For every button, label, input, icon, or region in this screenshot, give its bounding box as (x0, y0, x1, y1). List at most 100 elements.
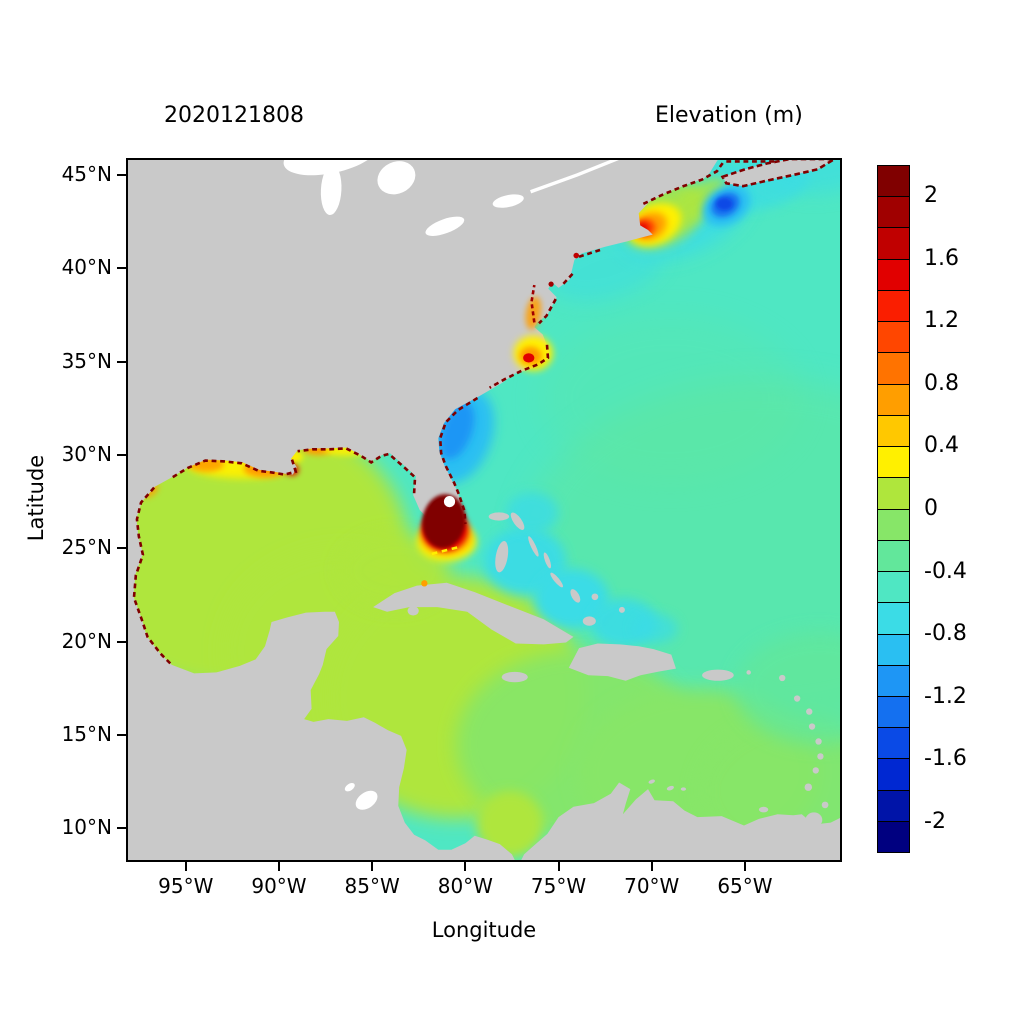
hispaniola-land (568, 643, 676, 681)
map-canvas (128, 160, 840, 860)
cape-cod-plume-band (666, 177, 727, 225)
y-axis-tick (117, 453, 126, 456)
map-plot-area (126, 158, 842, 862)
x-axis-tick (184, 862, 187, 871)
lakes (283, 160, 619, 810)
colorbar-tick-label: 1.6 (924, 245, 959, 271)
x-axis-tick (557, 862, 560, 871)
lesser-antilles-islands (648, 670, 829, 828)
bahamas-islands (488, 512, 625, 626)
colorbar-tick-label: 0.4 (924, 433, 959, 459)
colorbar-segment (877, 414, 910, 448)
lake-huron (377, 161, 416, 195)
y-tick-label: 10°N (61, 815, 112, 840)
colorbar-segment (877, 477, 910, 510)
puerto-rico-land (702, 669, 734, 681)
y-axis-tick (117, 547, 126, 550)
x-axis-tick (371, 862, 374, 871)
uraba-green (476, 790, 544, 859)
ne-caribbean-transition (735, 632, 840, 745)
x-axis-tick (277, 862, 280, 871)
lake-managua (344, 782, 355, 792)
cuba-land (373, 582, 574, 645)
colorbar-segment (877, 664, 910, 697)
colorbar-tick-label: -1.2 (924, 683, 967, 709)
st-lawrence-river (530, 160, 619, 194)
y-tick-label: 40°N (61, 255, 112, 280)
y-tick-label: 15°N (61, 721, 112, 746)
colorbar-tick-label: 0.8 (924, 370, 959, 396)
lake-michigan (320, 164, 342, 216)
colorbar-segment (877, 258, 910, 291)
x-tick-label: 85°W (344, 874, 400, 898)
hispaniola-north-cyan (633, 613, 678, 644)
y-axis-tick (117, 173, 126, 176)
x-axis-tick (650, 862, 653, 871)
coastal-red-fringe (132, 160, 775, 667)
y-axis-tick (117, 733, 126, 736)
lake-ontario (492, 194, 524, 208)
colorbar-segment (877, 602, 910, 635)
colorbar-segment (877, 727, 910, 760)
colorbar-segment (877, 758, 910, 791)
south-florida-hot-blob (416, 494, 477, 562)
colorbar-tick-label: -0.8 (924, 621, 967, 647)
colorbar-segment (877, 352, 910, 385)
colorbar-tick-label: -0.4 (924, 558, 967, 584)
y-axis-tick (117, 267, 126, 270)
colorbar-segment (877, 508, 910, 541)
colorbar-segment (877, 695, 910, 729)
x-tick-label: 75°W (530, 874, 587, 898)
colorbar-segment (877, 321, 910, 354)
y-tick-label: 25°N (61, 535, 112, 560)
lake-superior (283, 160, 379, 176)
colorbar-segment (877, 633, 910, 666)
lake-erie (425, 216, 465, 236)
run-timestamp-title: 2020121808 (164, 103, 304, 128)
colorbar-tick-label: 0 (924, 496, 938, 521)
y-axis-tick (117, 640, 126, 643)
colorbar-tick-label: 2 (924, 183, 938, 209)
x-tick-label: 80°W (437, 874, 493, 898)
colorbar-title: Elevation (m) (655, 103, 803, 128)
y-tick-label: 35°N (61, 348, 112, 373)
lake-okeechobee (443, 496, 456, 508)
colorbar (877, 165, 910, 854)
colorbar-segment (877, 446, 910, 479)
x-tick-label: 95°W (158, 874, 214, 898)
colorbar-segment (877, 820, 910, 854)
chesapeake-speckles (421, 252, 580, 587)
x-axis-tick (743, 862, 746, 871)
mainland-north-central-america (128, 160, 718, 860)
colorbar-segment (877, 289, 910, 323)
bahamas-cyan-2 (534, 568, 609, 629)
y-tick-label: 30°N (61, 441, 112, 466)
colorbar-segment (877, 196, 910, 229)
y-axis-tick (117, 360, 126, 363)
jamaica-land (501, 671, 528, 683)
colorbar-segment (877, 383, 910, 416)
colorbar-segment (877, 165, 910, 198)
colorbar-tick-label: -1.6 (924, 746, 967, 772)
atlantic-green-tinge-2 (539, 314, 801, 483)
x-axis-title: Longitude (431, 918, 537, 942)
x-axis-tick (464, 862, 467, 871)
y-tick-label: 45°N (61, 161, 112, 186)
colorbar-segment (877, 789, 910, 822)
y-tick-label: 20°N (61, 628, 112, 653)
colorbar-tick-label: -2 (924, 808, 946, 834)
isla-juventud-land (407, 606, 419, 616)
x-tick-label: 65°W (717, 874, 773, 898)
nova-scotia-land (720, 160, 836, 188)
blue-spot-core (716, 197, 733, 211)
y-axis-tick (117, 827, 126, 830)
x-tick-label: 70°W (624, 874, 680, 898)
colorbar-segment (877, 227, 910, 260)
south-america-land (521, 782, 840, 860)
colorbar-tick-label: 1.2 (924, 308, 959, 334)
lake-nicaragua (355, 790, 378, 810)
x-tick-label: 90°W (251, 874, 307, 898)
colorbar-segment (877, 571, 910, 604)
colorbar-segment (877, 539, 910, 573)
